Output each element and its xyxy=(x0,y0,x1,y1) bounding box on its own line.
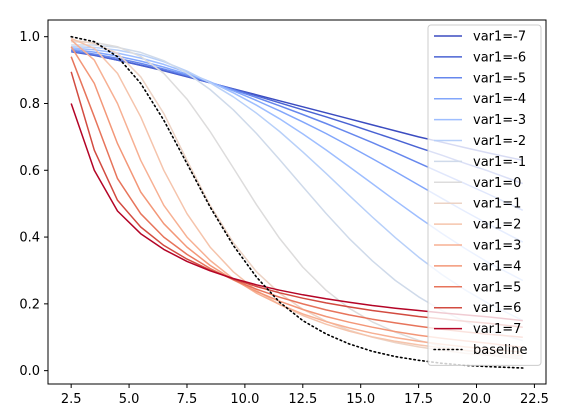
legend-label: var1=1 xyxy=(473,197,521,212)
legend-label: var1=3 xyxy=(473,239,521,254)
y-tick-label: 0.0 xyxy=(19,364,40,379)
legend-label: var1=5 xyxy=(473,280,521,295)
legend-label: var1=-7 xyxy=(473,30,526,45)
legend-label: var1=2 xyxy=(473,218,521,233)
legend-label: var1=7 xyxy=(473,322,521,337)
legend-label: var1=-4 xyxy=(473,92,526,107)
legend-label: var1=-1 xyxy=(473,155,526,170)
x-tick-label: 7.5 xyxy=(177,392,198,407)
legend-label: var1=6 xyxy=(473,301,521,316)
y-tick-label: 0.8 xyxy=(19,97,40,112)
y-tick-label: 0.6 xyxy=(19,164,40,179)
x-tick-label: 17.5 xyxy=(404,392,433,407)
x-tick-label: 10.0 xyxy=(230,392,259,407)
x-tick-label: 5.0 xyxy=(119,392,140,407)
x-axis-ticks: 2.5 5.0 7.5 10.0 12.5 15.0 17.5 20.0 22.5 xyxy=(61,384,549,407)
y-axis-ticks: 0.0 0.2 0.4 0.6 0.8 1.0 xyxy=(19,30,48,379)
legend-label: var1=-6 xyxy=(473,50,526,65)
x-tick-label: 15.0 xyxy=(346,392,375,407)
axes-frame xyxy=(47,19,547,385)
x-tick-label: 22.5 xyxy=(520,392,549,407)
legend-label: var1=-3 xyxy=(473,113,526,128)
x-tick-label: 20.0 xyxy=(462,392,491,407)
legend: var1=-7 var1=-6 var1=-5 var1=-4 var1=-3 var1=… xyxy=(427,24,542,366)
legend-label: var1=-5 xyxy=(473,71,526,86)
legend-box xyxy=(427,24,542,366)
legend-label: var1=4 xyxy=(473,259,521,274)
x-tick-label: 2.5 xyxy=(61,392,82,407)
y-tick-label: 0.4 xyxy=(19,231,40,246)
x-tick-label: 12.5 xyxy=(288,392,317,407)
legend-label: var1=-2 xyxy=(473,134,526,149)
legend-label: baseline xyxy=(473,343,527,358)
legend-label: var1=0 xyxy=(473,176,521,191)
y-tick-label: 0.2 xyxy=(19,297,40,312)
y-tick-label: 1.0 xyxy=(19,30,40,45)
